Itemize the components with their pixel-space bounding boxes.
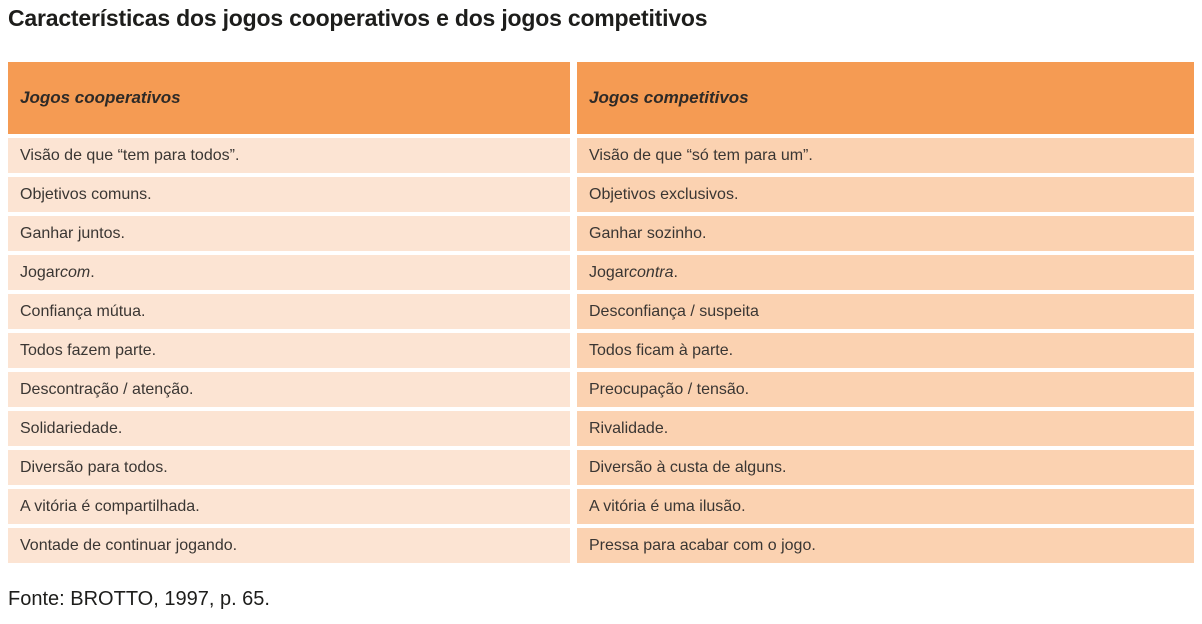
cell-competitivo: Preocupação / tensão. bbox=[577, 372, 1194, 407]
table-row: A vitória é compartilhada. A vitória é um… bbox=[8, 489, 1194, 524]
cell-competitivo: Visão de que “só tem para um”. bbox=[577, 138, 1194, 173]
table-row: Confiança mútua. Desconfiança / suspeita bbox=[8, 294, 1194, 329]
table-header-row: Jogos cooperativos Jogos competitivos bbox=[8, 62, 1194, 134]
cell-cooperativo: Descontração / atenção. bbox=[8, 372, 570, 407]
cell-cooperativo: Todos fazem parte. bbox=[8, 333, 570, 368]
cell-competitivo: Rivalidade. bbox=[577, 411, 1194, 446]
cell-cooperativo: Confiança mútua. bbox=[8, 294, 570, 329]
cell-competitivo: Todos ficam à parte. bbox=[577, 333, 1194, 368]
cell-cooperativo: Visão de que “tem para todos”. bbox=[8, 138, 570, 173]
cell-cooperativo: Diversão para todos. bbox=[8, 450, 570, 485]
column-header-cooperativos: Jogos cooperativos bbox=[8, 62, 570, 134]
table-row: Diversão para todos. Diversão à custa de … bbox=[8, 450, 1194, 485]
table-row: Solidariedade. Rivalidade. bbox=[8, 411, 1194, 446]
table-row: Visão de que “tem para todos”. Visão de q… bbox=[8, 138, 1194, 173]
table-row: Todos fazem parte. Todos ficam à parte. bbox=[8, 333, 1194, 368]
table-row: Descontração / atenção. Preocupação / ten… bbox=[8, 372, 1194, 407]
cell-cooperativo: Vontade de continuar jogando. bbox=[8, 528, 570, 563]
column-header-competitivos: Jogos competitivos bbox=[577, 62, 1194, 134]
table-body: Visão de que “tem para todos”. Visão de q… bbox=[8, 138, 1194, 563]
cell-competitivo: A vitória é uma ilusão. bbox=[577, 489, 1194, 524]
cell-competitivo: Jogar contra. bbox=[577, 255, 1194, 290]
cell-competitivo: Objetivos exclusivos. bbox=[577, 177, 1194, 212]
table-row: Jogar com. Jogar contra. bbox=[8, 255, 1194, 290]
cell-cooperativo: Ganhar juntos. bbox=[8, 216, 570, 251]
comparison-table: Jogos cooperativos Jogos competitivos Vi… bbox=[8, 62, 1194, 563]
cell-cooperativo: A vitória é compartilhada. bbox=[8, 489, 570, 524]
cell-competitivo: Pressa para acabar com o jogo. bbox=[577, 528, 1194, 563]
page-title: Características dos jogos cooperativos e… bbox=[8, 5, 708, 31]
cell-cooperativo: Jogar com. bbox=[8, 255, 570, 290]
table-row: Objetivos comuns. Objetivos exclusivos. bbox=[8, 177, 1194, 212]
table-row: Ganhar juntos. Ganhar sozinho. bbox=[8, 216, 1194, 251]
cell-competitivo: Desconfiança / suspeita bbox=[577, 294, 1194, 329]
cell-cooperativo: Solidariedade. bbox=[8, 411, 570, 446]
cell-competitivo: Ganhar sozinho. bbox=[577, 216, 1194, 251]
table-row: Vontade de continuar jogando. Pressa para… bbox=[8, 528, 1194, 563]
cell-competitivo: Diversão à custa de alguns. bbox=[577, 450, 1194, 485]
cell-cooperativo: Objetivos comuns. bbox=[8, 177, 570, 212]
source-citation: Fonte: BROTTO, 1997, p. 65. bbox=[8, 588, 270, 610]
